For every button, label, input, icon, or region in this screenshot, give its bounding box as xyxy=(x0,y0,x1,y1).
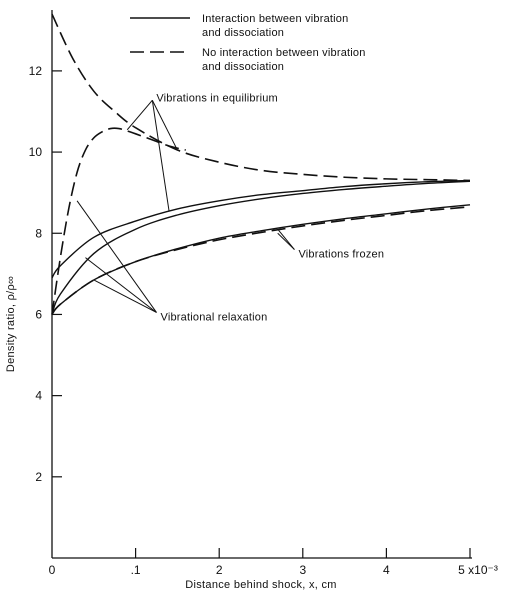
x-tick-label: 5 x10⁻³ xyxy=(458,563,498,577)
y-tick-label: 10 xyxy=(29,145,43,159)
leader-line xyxy=(126,99,153,131)
y-tick-label: 12 xyxy=(29,64,43,78)
leader-line xyxy=(151,100,178,151)
curve-2-dashed xyxy=(51,127,186,315)
x-tick-label: 3 xyxy=(299,563,306,577)
curve-4-solid xyxy=(51,180,471,315)
x-tick-label: .1 xyxy=(131,563,141,577)
y-tick-label: 8 xyxy=(35,226,42,240)
legend-label: Interaction between vibration xyxy=(202,13,348,25)
annotation-label: Vibrations frozen xyxy=(298,249,384,261)
legend-label: and dissociation xyxy=(202,61,284,73)
leader-line xyxy=(277,232,295,250)
x-tick-label: 2 xyxy=(216,563,223,577)
leader-line xyxy=(76,200,157,313)
leader-line xyxy=(93,279,157,313)
leader-line xyxy=(151,100,170,212)
legend-label: and dissociation xyxy=(202,27,284,39)
y-axis-title: Density ratio, ρ/ρ∞ xyxy=(5,276,17,372)
y-tick-label: 6 xyxy=(35,307,42,321)
curve-6-dashed xyxy=(51,206,471,315)
legend-label: No interaction between vibration xyxy=(202,47,366,59)
curve-5-solid xyxy=(51,204,471,315)
axes xyxy=(51,10,472,559)
labels: 0 .1 2 3 4 5 x10⁻³ 2 4 6 8 10 12 Distance behind sho… xyxy=(5,64,498,590)
annotation-label: Vibrations in equilibrium xyxy=(156,92,278,104)
x-tick-label: 4 xyxy=(383,563,390,577)
y-tick-label: 2 xyxy=(35,470,42,484)
annotation-leaders xyxy=(76,99,295,313)
curve-1-dashed xyxy=(51,13,471,182)
x-tick-label: 0 xyxy=(49,563,56,577)
leader-line xyxy=(85,257,157,313)
curve-3-solid xyxy=(51,179,471,279)
legend: Interaction between vibration and dissoci… xyxy=(130,13,366,73)
y-tick-label: 4 xyxy=(35,389,42,403)
annotation-label: Vibrational relaxation xyxy=(161,311,268,323)
curves xyxy=(51,13,471,315)
x-axis-title: Distance behind shock, x, cm xyxy=(185,579,336,590)
